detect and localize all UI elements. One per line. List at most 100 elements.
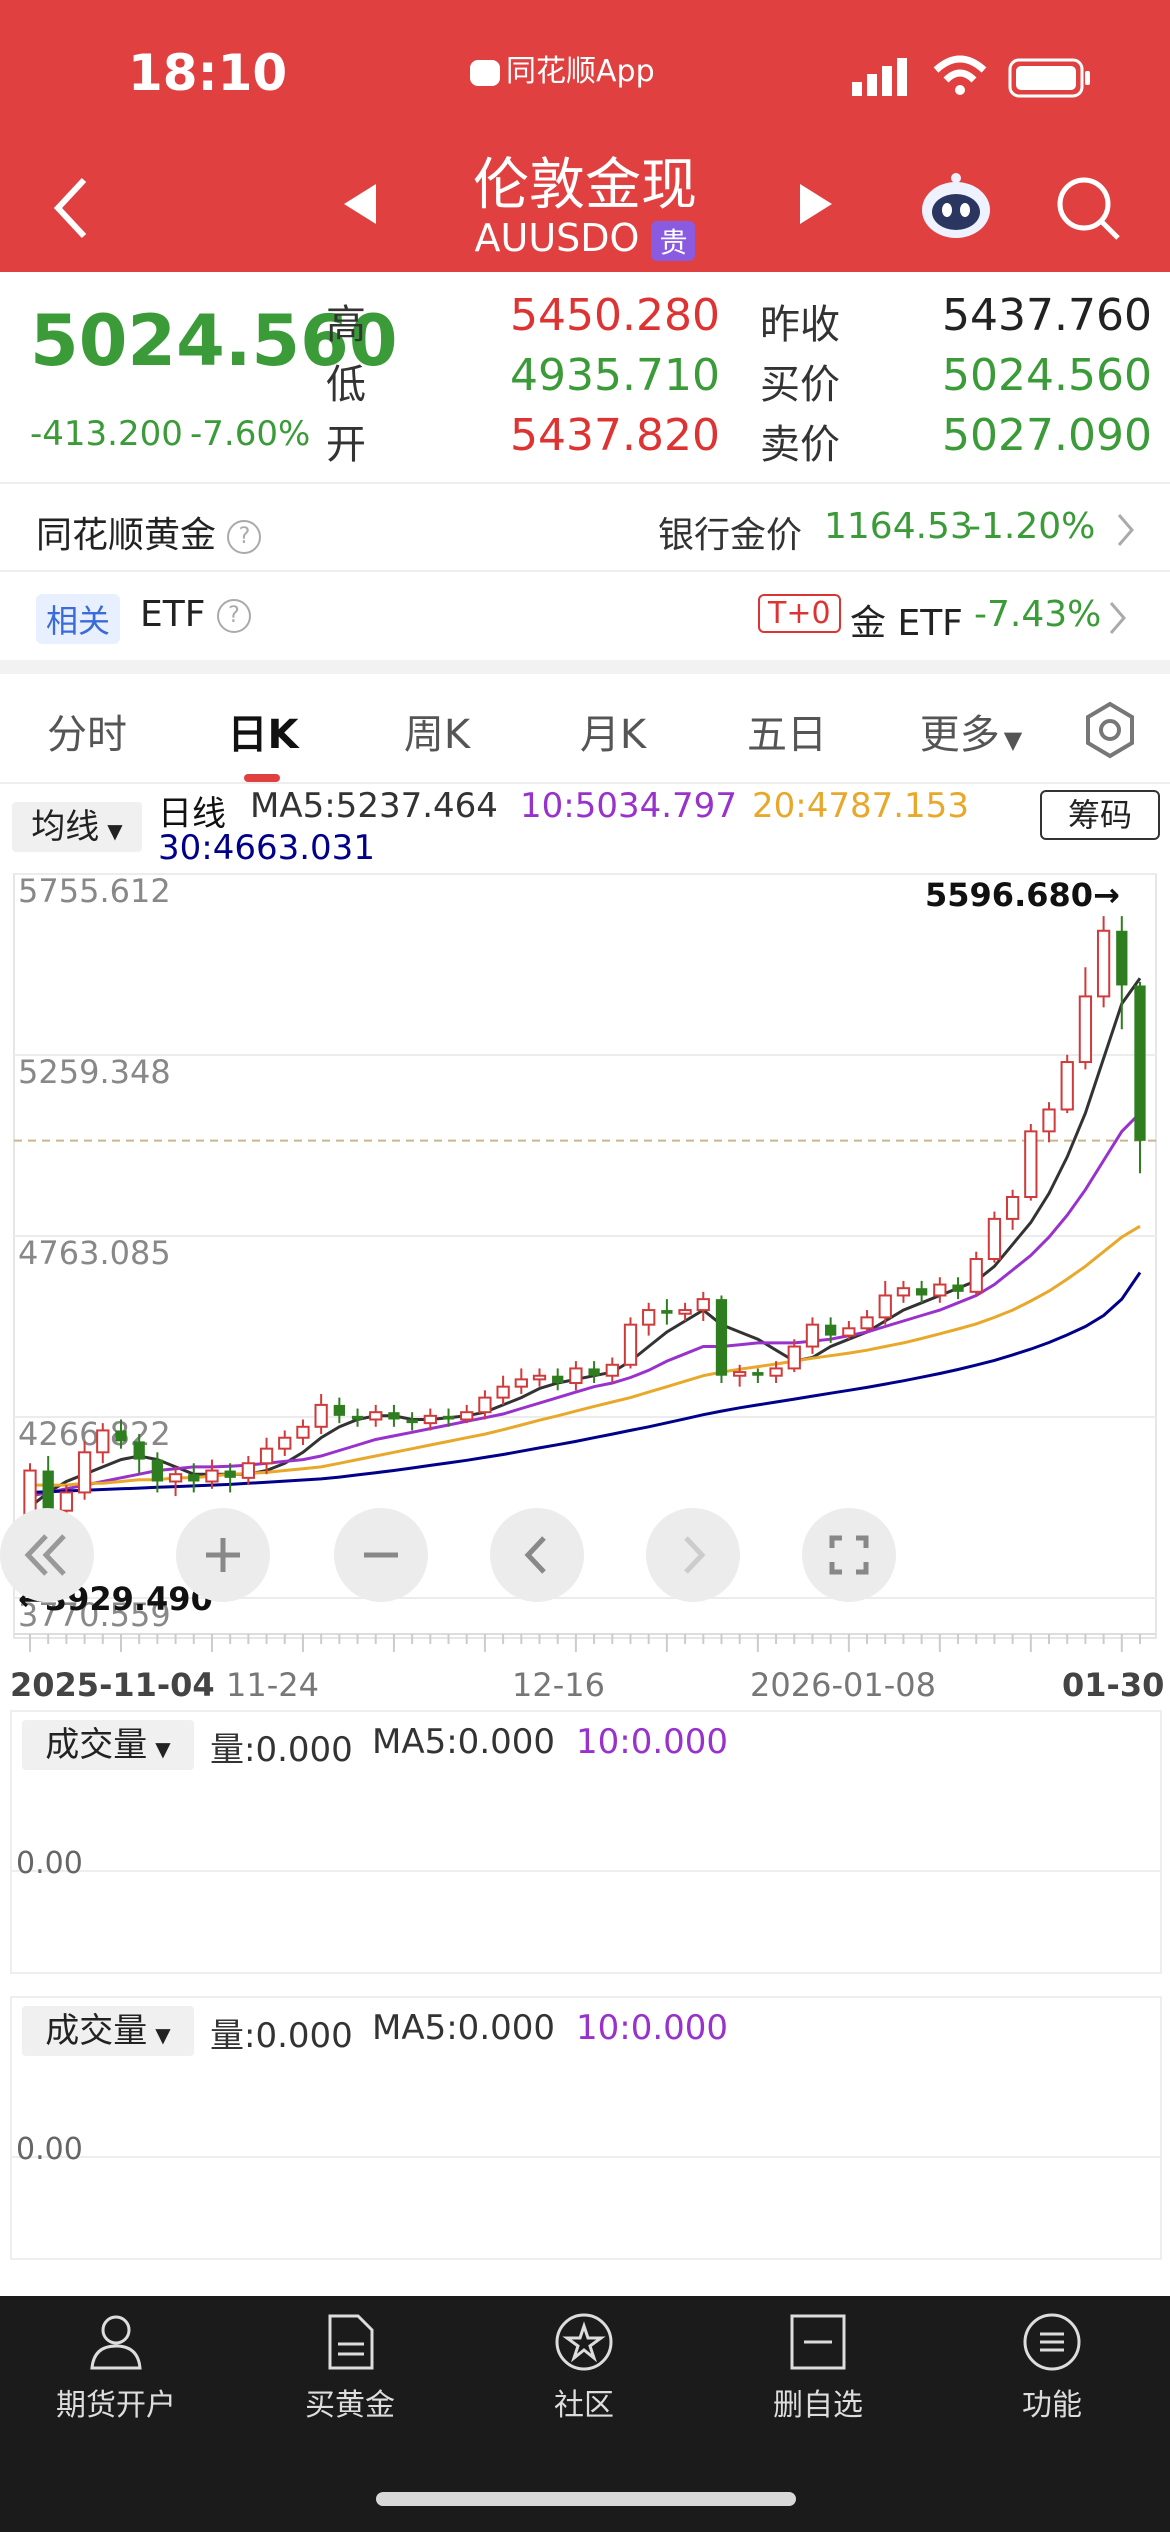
gold-etf-change[interactable]: -7.43% xyxy=(974,594,1102,635)
ma-selector[interactable]: 均线 ▼ xyxy=(12,802,142,852)
gold-row-label[interactable]: 同花顺黄金 ? xyxy=(36,506,262,558)
fullscreen-button[interactable] xyxy=(802,1508,896,1602)
candle-body xyxy=(1005,1196,1020,1220)
candle-body xyxy=(933,1283,947,1297)
double-chevron-left-icon xyxy=(24,1534,66,1576)
caret-down-icon: ▼ xyxy=(155,2023,171,2047)
divider xyxy=(0,570,1170,572)
open-label: 开 xyxy=(326,422,366,468)
volume-ma10: 10:0.000 xyxy=(576,2008,729,2048)
menu-circle-icon xyxy=(1023,2313,1081,2371)
battery-icon xyxy=(1008,58,1090,98)
tab-five-day[interactable]: 五日 xyxy=(747,712,827,758)
y-tick-label: 5755.612 xyxy=(18,872,171,910)
ma-line-ma5 xyxy=(29,977,1142,1509)
caret-down-icon: ▼ xyxy=(155,1737,171,1761)
nav-community[interactable]: 社区 xyxy=(484,2310,684,2424)
caret-down-icon: ▼ xyxy=(1003,726,1023,754)
candle-body xyxy=(752,1372,764,1376)
tab-monthly-k[interactable]: 月K xyxy=(579,712,647,758)
robot-assistant-icon[interactable] xyxy=(918,170,994,242)
candle-body xyxy=(678,1309,692,1315)
volume-selector[interactable]: 成交量 ▼ xyxy=(22,2006,194,2056)
nav-remove-watchlist[interactable]: 删自选 xyxy=(718,2310,918,2424)
candle-body xyxy=(896,1287,911,1297)
gold-etf-label[interactable]: 金 ETF xyxy=(850,603,963,644)
candle-body xyxy=(1060,1061,1074,1111)
previous-instrument-icon[interactable] xyxy=(340,182,380,226)
x-tick-label: 01-30 xyxy=(1062,1666,1164,1704)
previous-button[interactable] xyxy=(490,1508,584,1602)
bank-price-value[interactable]: 1164.53 xyxy=(824,506,973,547)
bank-price-label[interactable]: 银行金价 xyxy=(658,515,803,556)
candle-body xyxy=(733,1371,747,1377)
divider xyxy=(0,782,1170,784)
volume-ma10: 10:0.000 xyxy=(576,1722,729,1762)
candle-body xyxy=(787,1345,801,1370)
tab-daily-k[interactable]: 日K xyxy=(227,712,299,758)
chevron-right-icon[interactable] xyxy=(1108,600,1128,636)
help-icon[interactable]: ? xyxy=(216,599,251,633)
candle-body xyxy=(642,1309,656,1326)
minus-icon xyxy=(364,1552,398,1558)
zoom-out-button[interactable] xyxy=(334,1508,428,1602)
chip-distribution-button[interactable]: 筹码 xyxy=(1040,790,1160,840)
chevron-left-icon xyxy=(524,1536,546,1574)
settings-hexagon-icon[interactable] xyxy=(1080,700,1140,760)
next-instrument-icon[interactable] xyxy=(796,182,836,226)
etf-label[interactable]: ETF ? xyxy=(140,594,251,635)
candle-body xyxy=(1024,1130,1038,1199)
gridline xyxy=(10,1870,1160,1872)
nav-functions[interactable]: 功能 xyxy=(952,2310,1152,2424)
candle-body xyxy=(442,1415,455,1420)
volume-axis-label: 0.00 xyxy=(16,2132,83,2167)
tab-more[interactable]: 更多 ▼ xyxy=(919,712,1023,758)
precious-metal-badge: 贵 xyxy=(651,220,696,261)
nav-futures-account[interactable]: 期货开户 xyxy=(16,2310,216,2424)
candle-body xyxy=(696,1298,710,1312)
candle-body xyxy=(188,1474,200,1482)
ma-line-ma30 xyxy=(29,1271,1142,1494)
volume-selector[interactable]: 成交量 ▼ xyxy=(22,1720,194,1770)
candle-body xyxy=(552,1375,564,1384)
back-to-start-button[interactable] xyxy=(0,1508,94,1602)
wifi-icon xyxy=(933,55,987,95)
candle-body xyxy=(569,1367,583,1385)
candle-body xyxy=(1116,930,1128,986)
candlestick-chart[interactable]: 5755.612 5259.348 4763.085 4266.822 3770.559… xyxy=(0,868,1170,1708)
zoom-in-button[interactable] xyxy=(176,1508,270,1602)
tab-weekly-k[interactable]: 周K xyxy=(403,712,471,758)
candle-body xyxy=(605,1363,619,1377)
candle-body xyxy=(241,1462,256,1479)
candle-body xyxy=(224,1470,236,1478)
candle-body xyxy=(42,1470,54,1511)
next-button[interactable] xyxy=(646,1508,740,1602)
candle-body xyxy=(423,1414,437,1425)
nav-buy-gold[interactable]: 买黄金 xyxy=(250,2310,450,2424)
tab-intraday[interactable]: 分时 xyxy=(47,712,127,758)
candle-body xyxy=(278,1436,292,1450)
section-gap xyxy=(0,660,1170,674)
t0-tag: T+0 xyxy=(758,594,841,633)
ma20-value: 20:4787.153 xyxy=(752,786,969,826)
candle-body xyxy=(1078,995,1093,1064)
caret-down-icon: ▼ xyxy=(107,819,123,843)
x-tick-label: 2025-11-04 xyxy=(10,1666,215,1704)
help-icon[interactable]: ? xyxy=(227,520,262,554)
star-circle-icon xyxy=(555,2313,613,2371)
chevron-right-icon[interactable] xyxy=(1116,512,1136,548)
last-price: 5024.560 xyxy=(30,300,398,382)
volume-value: 量:0.000 xyxy=(210,1730,353,1770)
search-icon[interactable] xyxy=(1054,174,1122,242)
candle-body xyxy=(878,1294,892,1319)
low-value: 4935.710 xyxy=(510,350,720,401)
candle-body xyxy=(623,1323,638,1366)
candle-body xyxy=(987,1217,1002,1261)
candle-body xyxy=(1096,929,1111,998)
candle-body xyxy=(532,1374,547,1381)
candle-body xyxy=(296,1425,310,1439)
back-icon[interactable] xyxy=(50,176,90,240)
volume-value: 量:0.000 xyxy=(210,2016,353,2056)
bank-price-change[interactable]: -1.20% xyxy=(968,506,1096,547)
price-change: -413.200 xyxy=(30,414,183,454)
